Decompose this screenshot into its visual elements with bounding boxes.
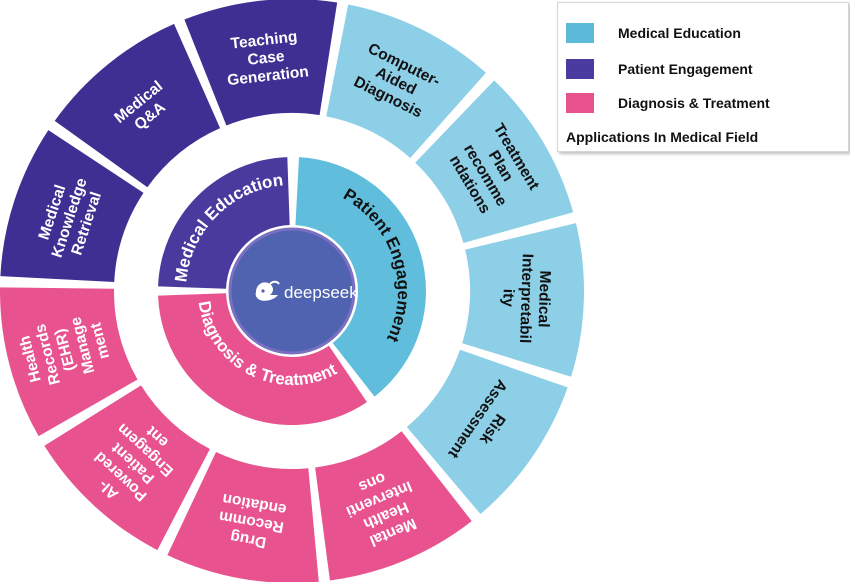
segment-shape [184,0,338,126]
center-circle [228,227,356,355]
legend-caption: Applications In Medical Field [566,129,759,145]
category-shape [158,293,367,425]
segment-shape [415,80,574,243]
legend-label: Diagnosis & Treatment [618,95,770,111]
category-shape [158,157,290,289]
segment-shape [167,451,319,582]
segment-computer-aided-diagnosis: Computer-AidedDiagnosis [326,4,486,158]
segment-teaching-case-generation: TeachingCaseGeneration [184,0,338,126]
segment-label-line: Case [247,48,286,69]
segment-ai-patient-engagement: AI-PoweredPatientEngagement [44,385,210,551]
segment-medical-knowledge-retrieval: MedicalKnowledgeRetrieval [0,130,144,282]
segment-mental-health: MentalHealthInterventions [315,431,472,581]
category-shape [295,157,426,397]
segment-shape [326,4,486,158]
legend-item-diagnosis-treatment: Diagnosis & Treatment [566,93,770,113]
segment-shape [54,23,221,188]
segment-risk-assessment: RiskAssessment [406,349,568,515]
legend-item-patient-engagement: Patient Engagement [566,59,753,79]
segment-label-line: Interpretabil [516,253,536,343]
segment-shape [44,385,210,551]
legend-label: Medical Education [618,25,741,41]
segment-shape [406,349,568,515]
legend-swatch [566,23,594,43]
segment-ehr-management: HealthRecords(EHR)Management [0,287,138,437]
whale-icon [255,280,280,301]
outer-ring: Computer-AidedDiagnosisTreatmentPlanreco… [0,0,584,582]
legend: Medical Education Patient Engagement Dia… [557,2,849,152]
legend-label: Patient Engagement [618,61,753,77]
segment-treatment-plan: TreatmentPlanrecommendations [415,80,574,243]
segment-label: MedicalInterpretability [498,253,554,344]
segment-shape [462,223,584,377]
segment-shape [0,287,138,437]
segment-label-line: Drug [229,528,268,551]
segment-label-line: ity [499,289,517,308]
legend-item-medical-education: Medical Education [566,23,741,43]
center-hub: deepseek [228,227,358,355]
segment-drug-recommendation: DrugRecommendation [167,451,319,582]
legend-swatch [566,59,594,79]
segment-medical-qa: MedicalQ&A [54,23,221,188]
segment-medical-interpretability: MedicalInterpretability [462,223,584,377]
legend-swatch [566,93,594,113]
segment-shape [0,130,144,282]
segment-label-line: Medical [535,270,554,327]
deepseek-logo-text: deepseek [284,283,358,302]
segment-shape [315,431,472,581]
segment-label: DrugRecommendation [215,490,289,554]
